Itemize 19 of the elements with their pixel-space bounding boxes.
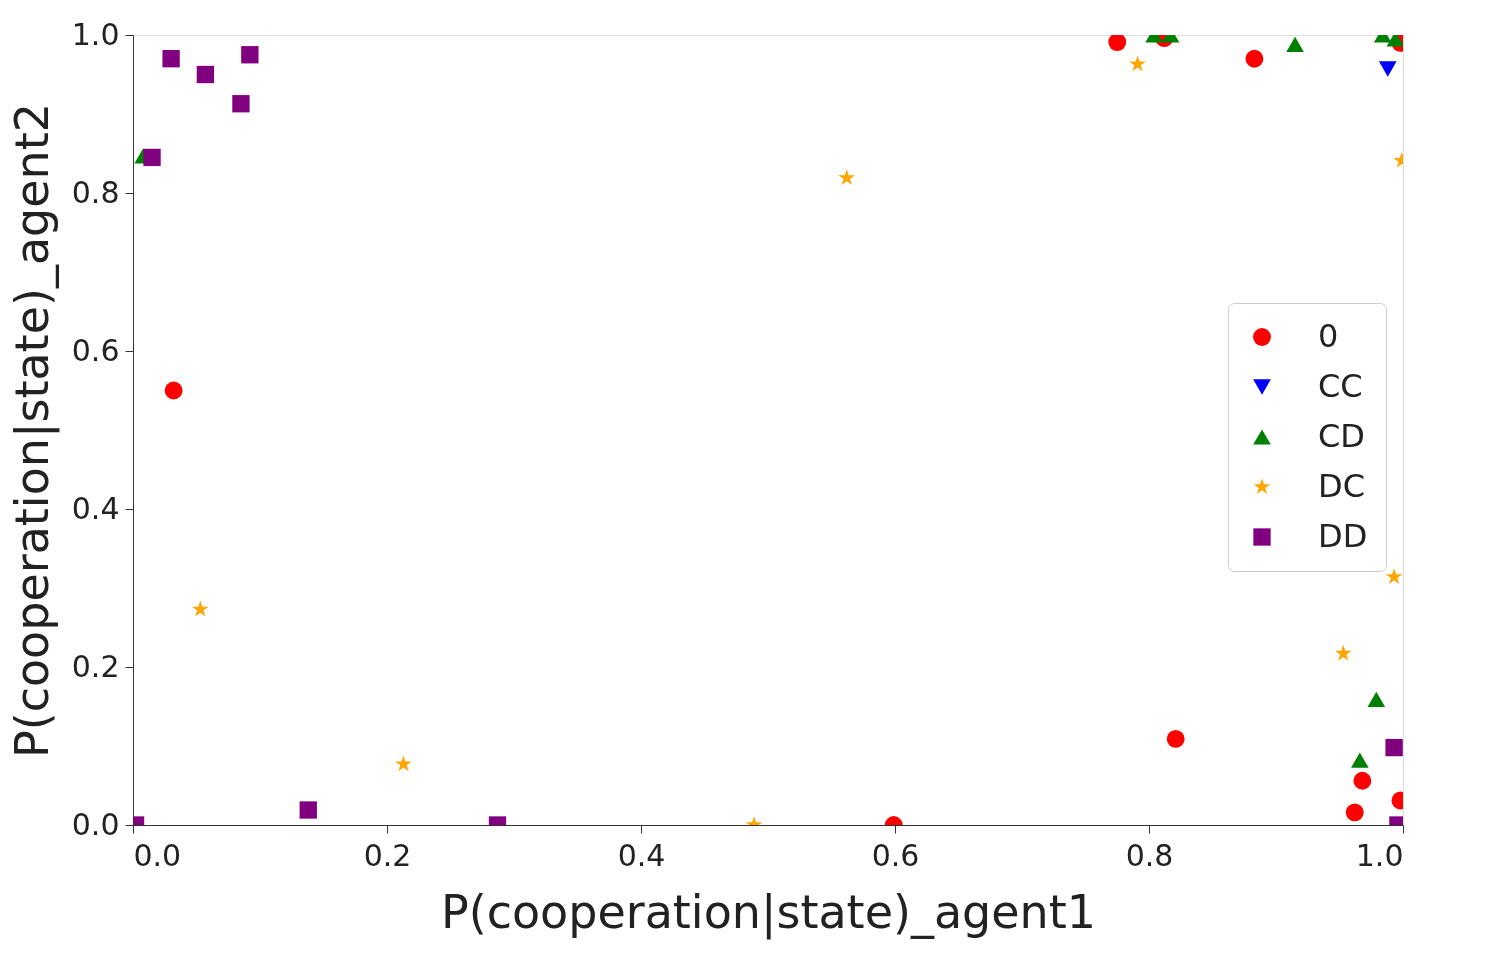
x-tick-label: 0.4 <box>617 837 666 873</box>
y-axis-title: P(cooperation|state)_agent2 <box>4 102 60 759</box>
legend-label: CD <box>1318 417 1365 455</box>
legend-label: DC <box>1318 467 1365 505</box>
y-tick-label: 0.6 <box>71 332 120 368</box>
x-tick-label: 0.6 <box>871 837 920 873</box>
legend-label: CC <box>1318 367 1363 405</box>
x-axis-title: P(cooperation|state)_agent1 <box>440 884 1097 940</box>
y-tick-label: 0.8 <box>71 174 120 210</box>
legend-label: DD <box>1318 517 1368 555</box>
y-tick-label: 1.0 <box>71 16 120 52</box>
x-tick-label: 0.8 <box>1125 837 1174 873</box>
y-tick-label: 0.0 <box>71 806 120 842</box>
y-tick-label: 0.4 <box>71 490 120 526</box>
legend-label: 0 <box>1318 317 1339 355</box>
x-tick-label: 0.0 <box>133 837 182 873</box>
y-tick-label: 0.2 <box>71 648 120 684</box>
x-tick-label: 0.2 <box>363 837 412 873</box>
x-tick-label: 1.0 <box>1355 837 1404 873</box>
